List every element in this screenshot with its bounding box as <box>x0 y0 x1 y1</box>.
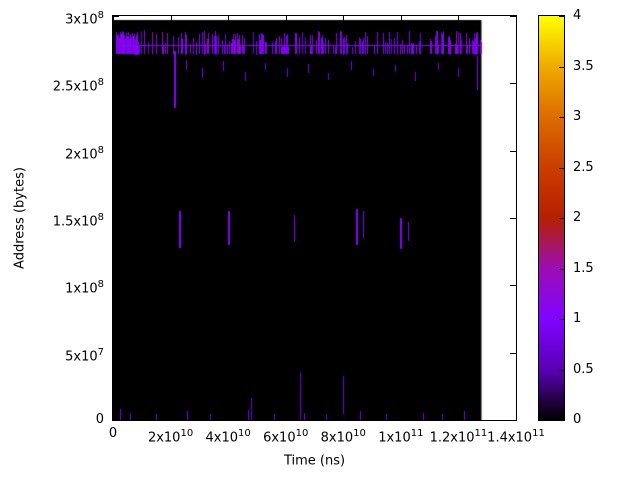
y-tick-mark <box>113 420 119 421</box>
x-tick-mark <box>516 16 517 22</box>
x-tick-mark <box>170 414 172 420</box>
x-tick-label: 1x1011 <box>378 428 424 446</box>
colorbar-tick-mark <box>559 420 564 421</box>
y-tick-label: 1.5x108 <box>52 212 104 230</box>
x-tick-label: 6x1010 <box>263 428 309 446</box>
x-axis-title: Time (ns) <box>283 453 346 469</box>
y-tick-label: 5x107 <box>65 346 104 364</box>
y-tick-mark <box>113 150 119 152</box>
colorbar-tick-mark <box>559 167 564 169</box>
x-tick-mark <box>228 16 230 22</box>
y-tick-label: 2.5x108 <box>52 77 104 95</box>
y-tick-mark <box>510 420 516 421</box>
y-tick-label: 2x108 <box>65 144 104 162</box>
y-tick-mark <box>510 16 516 17</box>
colorbar-tick-label: 4 <box>573 8 582 23</box>
x-tick-mark <box>228 414 230 420</box>
x-tick-mark <box>516 414 517 420</box>
colorbar-tick-mark <box>559 66 564 68</box>
colorbar-tick-label: 3 <box>573 109 582 124</box>
plot-area <box>112 15 517 421</box>
colorbar-tick-label: 3.5 <box>573 58 594 74</box>
y-tick-label: 1x108 <box>65 279 104 297</box>
colorbar-tick-mark <box>559 16 564 17</box>
y-tick-mark <box>510 352 516 354</box>
x-tick-mark <box>170 16 172 22</box>
x-tick-label: 1.2x1011 <box>429 428 488 446</box>
x-tick-mark <box>113 16 114 22</box>
y-tick-mark <box>510 285 516 287</box>
x-tick-mark <box>285 16 287 22</box>
y-tick-mark <box>113 83 119 85</box>
colorbar-tick-mark <box>559 369 564 371</box>
y-tick-mark <box>113 352 119 354</box>
y-tick-label: 0 <box>95 412 104 427</box>
x-tick-label: 0 <box>108 426 118 441</box>
colorbar-tick-label: 1.5 <box>573 260 594 276</box>
x-tick-mark <box>343 414 345 420</box>
colorbar-tick-mark <box>559 268 564 270</box>
y-tick-mark <box>113 16 119 17</box>
y-tick-mark <box>113 285 119 287</box>
y-tick-label: 3x108 <box>65 10 104 28</box>
x-tick-label: 1.4x1011 <box>487 428 545 446</box>
colorbar-tick-mark <box>559 218 564 219</box>
colorbar-tick-mark <box>559 117 564 118</box>
y-tick-mark <box>510 218 516 219</box>
x-tick-label: 4x1010 <box>205 428 251 446</box>
colorbar-tick-label: 0 <box>573 412 582 427</box>
colorbar-tick-label: 2 <box>573 210 582 225</box>
colorbar-tick-label: 0.5 <box>573 361 594 377</box>
y-tick-mark <box>510 150 516 152</box>
y-tick-mark <box>510 83 516 85</box>
x-tick-mark <box>458 16 460 22</box>
x-tick-mark <box>458 414 460 420</box>
y-tick-mark <box>113 218 119 219</box>
x-tick-mark <box>113 414 114 420</box>
x-tick-label: 2x1010 <box>147 428 194 446</box>
x-tick-label: 8x1010 <box>320 428 366 446</box>
colorbar-tick-label: 1 <box>573 311 582 326</box>
x-tick-mark <box>400 414 402 420</box>
colorbar-tick-mark <box>559 319 564 320</box>
x-tick-mark <box>400 16 402 22</box>
colorbar-tick-label: 2.5 <box>573 159 594 175</box>
x-tick-mark <box>285 414 287 420</box>
heatmap-canvas <box>113 16 516 420</box>
x-tick-mark <box>343 16 345 22</box>
